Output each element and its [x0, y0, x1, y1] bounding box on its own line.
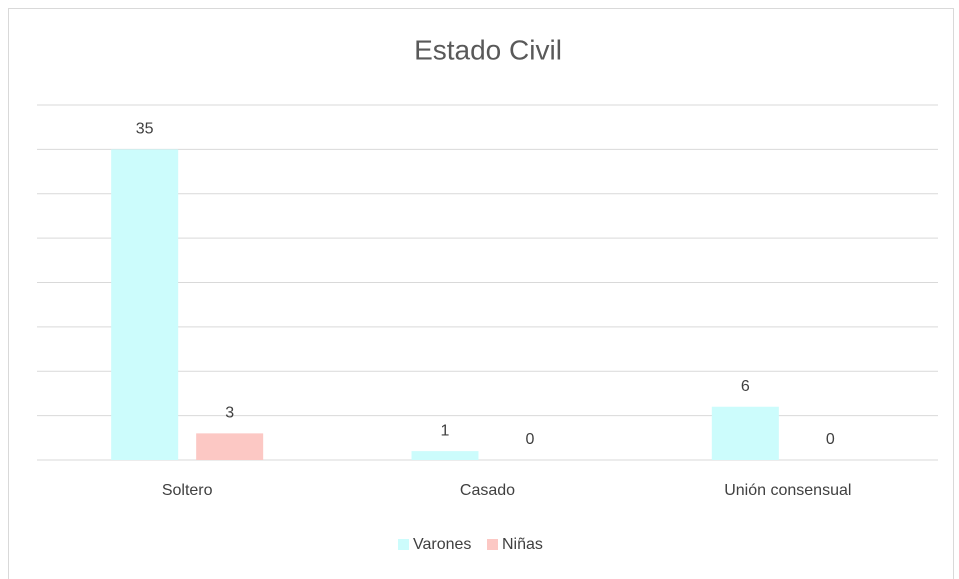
legend-label: Niñas — [502, 536, 543, 553]
data-label: 0 — [826, 431, 835, 448]
bar — [111, 149, 179, 460]
bar — [411, 451, 479, 460]
bar — [196, 433, 264, 460]
bar — [711, 406, 779, 460]
data-label: 3 — [225, 405, 234, 422]
legend-swatch — [487, 539, 498, 550]
data-label: 0 — [526, 431, 535, 448]
legend-label: Varones — [413, 536, 471, 553]
x-tick-label: Unión consensual — [724, 482, 851, 499]
legend-swatch — [398, 539, 409, 550]
x-tick-label: Soltero — [162, 482, 213, 499]
x-tick-label: Casado — [460, 482, 515, 499]
data-label: 6 — [741, 378, 750, 395]
chart-title: Estado Civil — [414, 34, 562, 65]
data-label: 35 — [136, 121, 154, 138]
data-label: 1 — [441, 422, 450, 439]
